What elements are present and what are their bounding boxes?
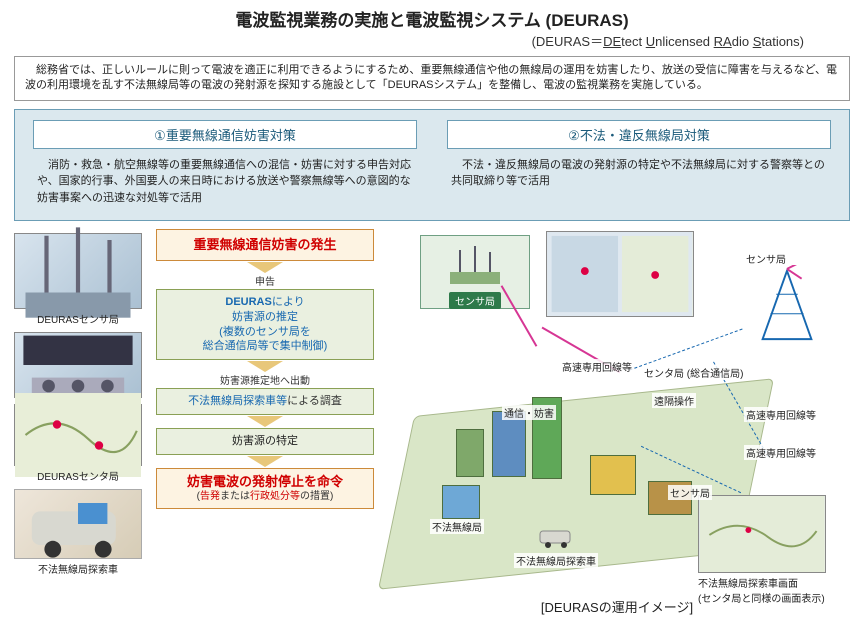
arrow-icon (247, 456, 283, 467)
arrow-icon (247, 416, 283, 427)
page-title: 電波監視業務の実施と電波監視システム (DEURAS) (0, 0, 864, 31)
label-car: 不法無線局探索車 (514, 553, 598, 568)
flow-occurrence: 重要無線通信妨害の発生 (156, 229, 374, 261)
label-line2: 高速専用回線等 (744, 407, 818, 422)
building-icon (442, 485, 480, 519)
photo-control-room (14, 332, 142, 398)
car-icon (536, 525, 576, 549)
subtitle: (DEURAS＝DEtect Unlicensed RAdio Stations… (0, 31, 864, 50)
sensor-station-box: センサ局 (420, 235, 530, 309)
photo-center-map (14, 404, 142, 466)
measure-2: ②不法・違反無線局対策 不法・違反無線局の電波の発射源の特定や不法無線局に対する… (447, 120, 831, 209)
measure-1: ①重要無線通信妨害対策 消防・救急・航空無線等の重要無線通信への混信・妨害に対す… (33, 120, 417, 209)
photo-column: DEURASセンサ局 DEURASセンタ局 不法無線局探索車 (14, 229, 142, 576)
flow-investigate: 不法無線局探索車等による調査 (156, 388, 374, 415)
scene-caption: [DEURASの運用イメージ] (386, 597, 848, 616)
label-remote: 遠隔操作 (652, 393, 696, 408)
measure-1-body: 消防・救急・航空無線等の重要無線通信への混信・妨害に対する申告対応や、国家的行事… (33, 155, 417, 209)
label-sensor3: センサ局 (668, 485, 712, 500)
building-icon (492, 411, 526, 477)
flow-arrow-2-label: 妨害源推定地へ出動 (156, 372, 374, 387)
scene-illustration: センサ局 高速専用回線等 通信・妨害 センタ局 (総合通信局) 遠隔操作 センサ… (386, 229, 848, 589)
building-center-icon (590, 455, 636, 495)
measure-2-header: ②不法・違反無線局対策 (447, 120, 831, 149)
flow-arrow-1-label: 申告 (156, 273, 374, 288)
sensor-label: センサ局 (449, 292, 501, 309)
label-sensor2: センサ局 (744, 251, 788, 266)
label-center: センタ局 (総合通信局) (642, 365, 745, 380)
building-icon (456, 429, 484, 477)
arrow-icon (247, 262, 283, 273)
photo-search-car (14, 489, 142, 559)
measures-panel: ①重要無線通信妨害対策 消防・救急・航空無線等の重要無線通信への混信・妨害に対す… (14, 109, 850, 222)
label-illegal: 不法無線局 (430, 519, 484, 534)
center-screen (546, 231, 694, 317)
label-comm: 通信・妨害 (502, 405, 556, 420)
process-flow: 重要無線通信妨害の発生 申告 DEURASにより 妨害源の推定 (複数のセンサ局… (156, 229, 374, 509)
flow-identify: 妨害源の特定 (156, 428, 374, 455)
arrow-icon (247, 361, 283, 372)
measure-1-header: ①重要無線通信妨害対策 (33, 120, 417, 149)
label-line: 高速専用回線等 (560, 359, 634, 374)
flow-estimate: DEURASにより 妨害源の推定 (複数のセンサ局を 総合通信局等で集中制御) (156, 289, 374, 360)
label-line3: 高速専用回線等 (744, 445, 818, 460)
intro-text: 総務省では、正しいルールに則って電波を適正に利用できるようにするため、重要無線通… (14, 56, 850, 101)
tower-icon (752, 265, 822, 343)
car-screen (698, 495, 826, 573)
flow-order: 妨害電波の発射停止を命令 (告発または行政処分等の措置) (156, 468, 374, 509)
photo-sensor-station (14, 233, 142, 309)
measure-2-body: 不法・違反無線局の電波の発射源の特定や不法無線局に対する警察等との共同取締り等で… (447, 155, 831, 192)
